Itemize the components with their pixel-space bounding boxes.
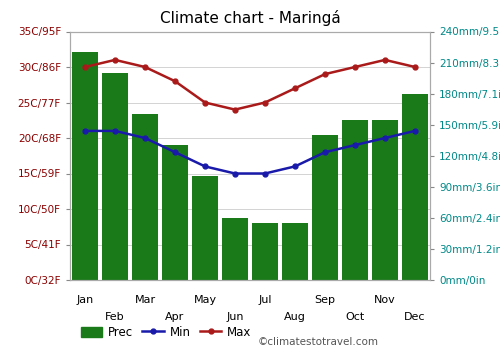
Bar bbox=[372, 119, 398, 280]
Bar bbox=[222, 218, 248, 280]
Text: Sep: Sep bbox=[314, 295, 336, 305]
Text: Feb: Feb bbox=[105, 312, 125, 322]
Text: Mar: Mar bbox=[134, 295, 156, 305]
Bar bbox=[192, 176, 218, 280]
Bar bbox=[102, 73, 128, 280]
Legend: Prec, Min, Max: Prec, Min, Max bbox=[76, 321, 256, 344]
Text: Jul: Jul bbox=[258, 295, 272, 305]
Text: ©climatestotravel.com: ©climatestotravel.com bbox=[257, 337, 378, 347]
Text: Nov: Nov bbox=[374, 295, 396, 305]
Bar bbox=[312, 135, 338, 280]
Bar bbox=[252, 223, 278, 280]
Bar bbox=[72, 52, 98, 280]
Text: Dec: Dec bbox=[404, 312, 426, 322]
Text: Apr: Apr bbox=[166, 312, 184, 322]
Bar bbox=[342, 119, 368, 280]
Text: Jan: Jan bbox=[76, 295, 94, 305]
Bar bbox=[282, 223, 308, 280]
Text: Aug: Aug bbox=[284, 312, 306, 322]
Text: Oct: Oct bbox=[346, 312, 364, 322]
Bar bbox=[132, 114, 158, 280]
Text: May: May bbox=[194, 295, 216, 305]
Bar bbox=[402, 93, 428, 280]
Bar bbox=[162, 145, 188, 280]
Title: Climate chart - Maringá: Climate chart - Maringá bbox=[160, 10, 340, 26]
Text: Jun: Jun bbox=[226, 312, 244, 322]
